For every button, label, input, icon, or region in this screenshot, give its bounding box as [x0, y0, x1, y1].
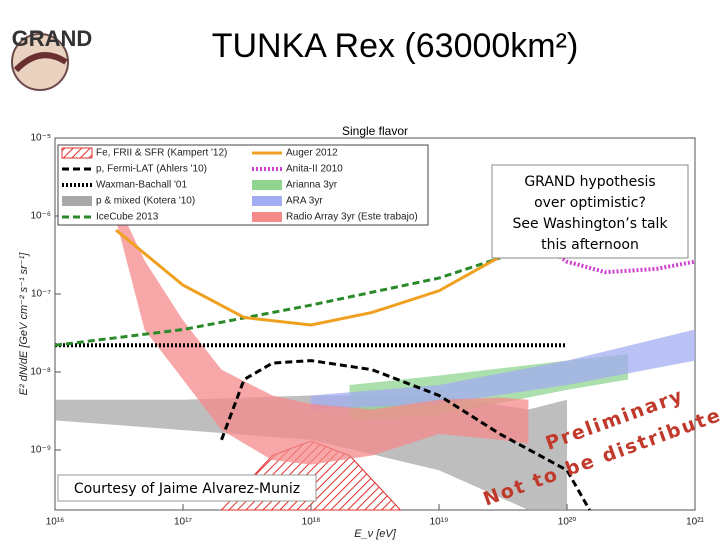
credit-box	[57, 474, 317, 502]
y-tick-label: 10⁻⁵	[30, 133, 51, 144]
y-tick-label: 10⁻⁸	[30, 367, 51, 378]
x-tick-label: 10²⁰	[558, 517, 576, 528]
annotation-line: this afternoon	[541, 237, 639, 253]
y-tick-label: 10⁻⁹	[30, 445, 51, 456]
legend-label: IceCube 2013	[96, 212, 159, 223]
curve	[115, 228, 501, 327]
band	[311, 329, 695, 410]
legend-label: Arianna 3yr	[286, 180, 338, 191]
legend-swatch	[62, 196, 92, 206]
legend-label: Waxman-Bachall '01	[96, 180, 187, 191]
y-axis-label: E² dN/dE [GeV cm⁻² s⁻¹ sr⁻¹]	[18, 252, 30, 396]
y-tick-label: 10⁻⁷	[31, 289, 51, 300]
x-tick-label: 10²¹	[686, 517, 704, 528]
x-tick-label: 10¹⁹	[430, 517, 449, 528]
chart-title: Single flavor	[342, 124, 408, 138]
slide-title: TUNKA Rex (63000km²)	[212, 27, 579, 65]
legend-label: p & mixed (Kotera '10)	[96, 196, 195, 207]
legend-swatch	[61, 147, 93, 159]
x-tick-label: 10¹⁷	[174, 517, 192, 528]
annotation-line: over optimistic?	[534, 195, 646, 211]
x-tick-label: 10¹⁶	[46, 517, 65, 528]
legend-label: p, Fermi-LAT (Ahlers '10)	[96, 164, 207, 175]
annotation-line: GRAND hypothesis	[524, 174, 655, 190]
credit: Courtesy of Jaime Alvarez-Muniz	[74, 481, 300, 497]
legend-swatch	[252, 180, 282, 190]
legend-label: Auger 2012	[286, 148, 338, 159]
x-tick-label: 10¹⁸	[302, 517, 321, 528]
legend-label: Radio Array 3yr (Este trabajo)	[286, 212, 418, 223]
legend-swatch	[252, 196, 282, 206]
annotation-box	[491, 164, 689, 259]
annotation-line: See Washington’s talk	[512, 216, 668, 232]
curve	[54, 256, 501, 347]
legend-label: ARA 3yr	[286, 196, 323, 207]
band	[116, 200, 529, 465]
legend	[57, 144, 429, 226]
logo: GRAND	[11, 26, 93, 91]
x-axis-label: E_ν [eV]	[354, 528, 397, 540]
logo-text: GRAND	[12, 26, 93, 51]
y-tick-label: 10⁻⁶	[30, 211, 51, 222]
legend-label: Fe, FRII & SFR (Kampert '12)	[96, 148, 227, 159]
legend-swatch	[252, 212, 282, 222]
legend-label: Anita-II 2010	[286, 164, 343, 175]
